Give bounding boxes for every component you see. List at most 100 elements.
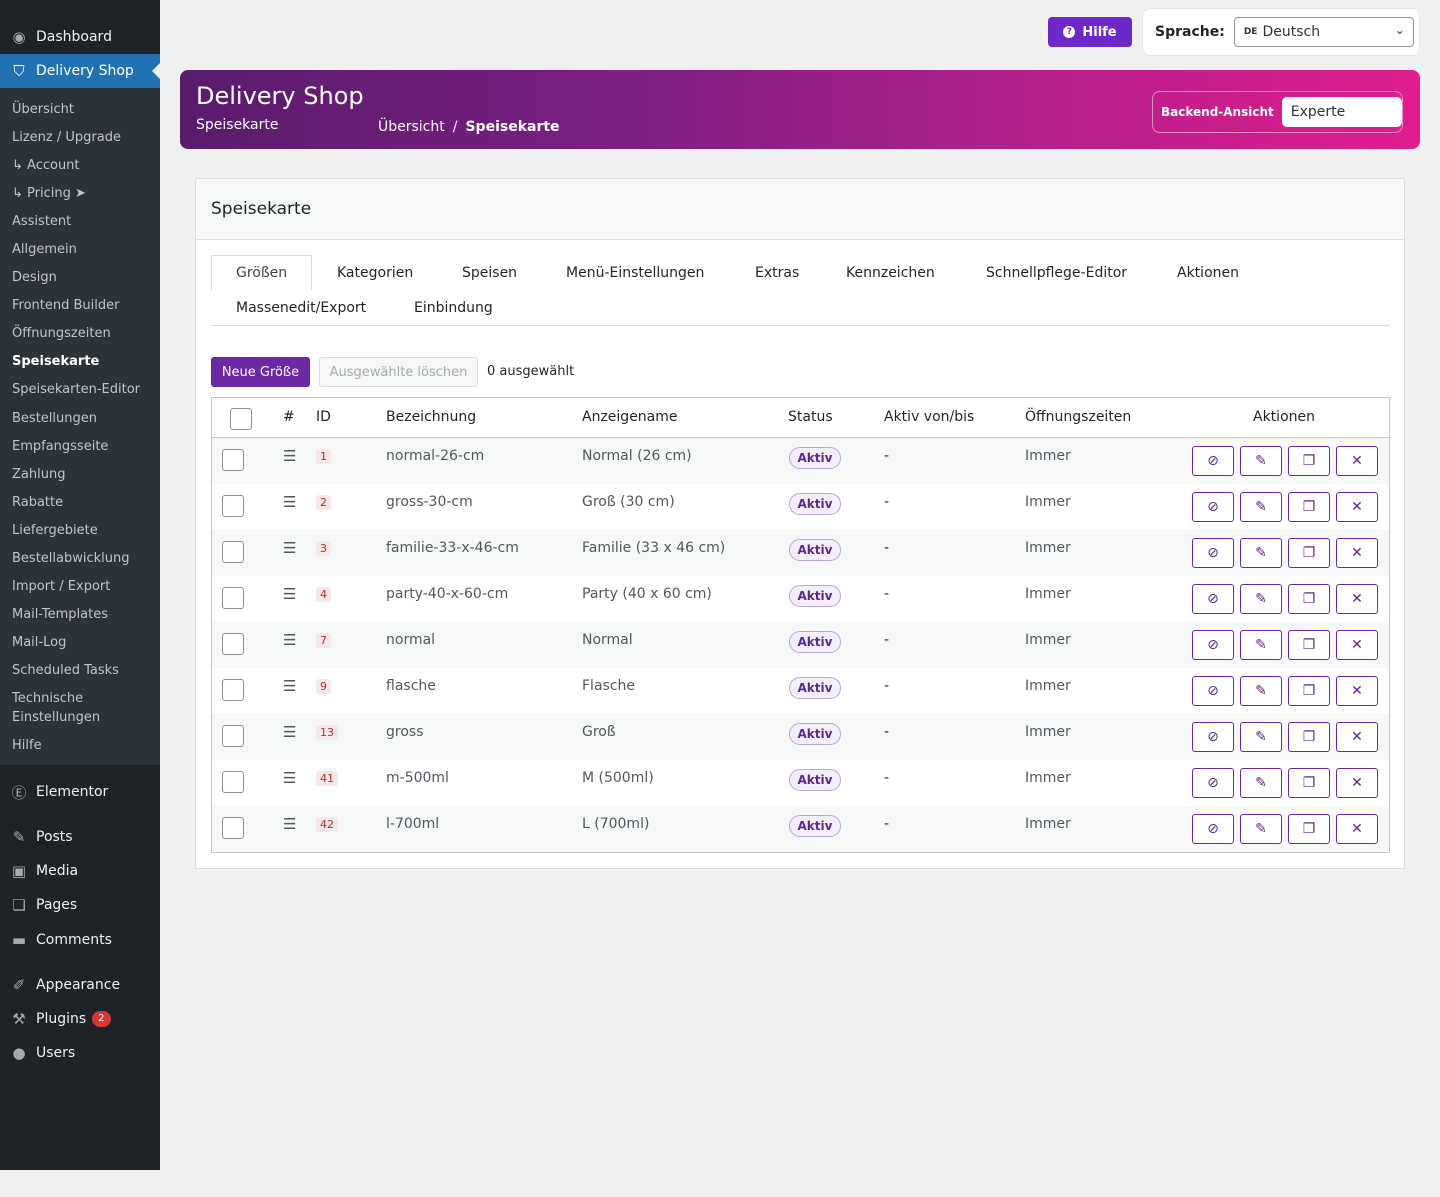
tab-extras[interactable]: Extras — [755, 265, 800, 281]
language-select[interactable]: DE Deutsch ⌄ — [1233, 17, 1414, 47]
edit-button[interactable]: ✎ — [1240, 584, 1282, 614]
row-checkbox[interactable] — [222, 817, 244, 839]
tab-kennzeichen[interactable]: Kennzeichen — [846, 265, 935, 281]
menu-posts[interactable]: ✎ Posts — [0, 820, 160, 854]
row-checkbox[interactable] — [222, 679, 244, 701]
sidebar-item-pricing[interactable]: ↳ Pricing ➤ — [12, 185, 86, 201]
delete-button[interactable]: ✕ — [1336, 538, 1378, 568]
copy-button[interactable]: ❐ — [1288, 492, 1330, 522]
hide-button[interactable]: ⊘ — [1192, 446, 1234, 476]
hide-button[interactable]: ⊘ — [1192, 584, 1234, 614]
sidebar-item-bestellabwicklung[interactable]: Bestellabwicklung — [12, 551, 130, 567]
row-checkbox[interactable] — [222, 725, 244, 747]
edit-button[interactable]: ✎ — [1240, 768, 1282, 798]
edit-button[interactable]: ✎ — [1240, 630, 1282, 660]
menu-elementor[interactable]: Ⓔ Elementor — [0, 775, 160, 809]
menu-appearance[interactable]: ✐ Appearance — [0, 968, 160, 1002]
tab-massenedit-export[interactable]: Massenedit/Export — [236, 300, 367, 316]
column-header-status[interactable]: Status — [788, 409, 833, 425]
tab-kategorien[interactable]: Kategorien — [337, 265, 414, 281]
hide-button[interactable]: ⊘ — [1192, 492, 1234, 522]
delete-button[interactable]: ✕ — [1336, 722, 1378, 752]
tab-einbindung[interactable]: Einbindung — [414, 300, 493, 316]
hide-button[interactable]: ⊘ — [1192, 722, 1234, 752]
edit-button[interactable]: ✎ — [1240, 538, 1282, 568]
hide-button[interactable]: ⊘ — [1192, 814, 1234, 844]
hide-button[interactable]: ⊘ — [1192, 676, 1234, 706]
row-checkbox[interactable] — [222, 541, 244, 563]
row-checkbox[interactable] — [222, 587, 244, 609]
tab-groessen[interactable]: Größen — [211, 255, 313, 291]
sidebar-item-hilfe[interactable]: Hilfe — [12, 737, 42, 753]
help-button[interactable]: ? Hilfe — [1048, 17, 1132, 47]
sidebar-item-assistent[interactable]: Assistent — [12, 213, 72, 229]
tab-speisen[interactable]: Speisen — [462, 265, 518, 281]
drag-handle-icon[interactable]: ☰ — [283, 631, 297, 649]
sidebar-item-mail-templates[interactable]: Mail-Templates — [12, 607, 108, 623]
row-checkbox[interactable] — [222, 495, 244, 517]
column-header-id[interactable]: ID — [316, 409, 331, 425]
edit-button[interactable]: ✎ — [1240, 722, 1282, 752]
column-header-display-name[interactable]: Anzeigename — [582, 409, 678, 425]
menu-dashboard[interactable]: ◉ Dashboard — [0, 20, 160, 54]
tab-menue-einstellungen[interactable]: Menü-Einstellungen — [566, 265, 705, 281]
sidebar-item-speisekarten-editor[interactable]: Speisekarten-Editor — [12, 382, 140, 398]
sidebar-item-öffnungszeiten[interactable]: Öffnungszeiten — [12, 326, 111, 342]
sidebar-item-frontend-builder[interactable]: Frontend Builder — [12, 298, 120, 314]
sidebar-item-empfangsseite[interactable]: Empfangsseite — [12, 438, 109, 454]
drag-handle-icon[interactable]: ☰ — [283, 585, 297, 603]
column-header-name[interactable]: Bezeichnung — [386, 409, 477, 425]
sidebar-item-import-export[interactable]: Import / Export — [12, 579, 111, 595]
drag-handle-icon[interactable]: ☰ — [283, 677, 297, 695]
drag-handle-icon[interactable]: ☰ — [283, 769, 297, 787]
menu-plugins[interactable]: ⚒ Plugins 2 — [0, 1002, 160, 1036]
menu-delivery-shop[interactable]: ⛉ Delivery Shop — [0, 54, 160, 88]
row-checkbox[interactable] — [222, 771, 244, 793]
drag-handle-icon[interactable]: ☰ — [283, 815, 297, 833]
menu-users[interactable]: ● Users — [0, 1036, 160, 1070]
select-all-checkbox[interactable] — [230, 408, 252, 430]
copy-button[interactable]: ❐ — [1288, 538, 1330, 568]
delete-selected-button[interactable]: Ausgewählte löschen — [319, 357, 478, 387]
tab-aktionen[interactable]: Aktionen — [1177, 265, 1239, 281]
hide-button[interactable]: ⊘ — [1192, 538, 1234, 568]
menu-comments[interactable]: ▬ Comments — [0, 923, 160, 957]
tab-schnellpflege-editor[interactable]: Schnellpflege-Editor — [986, 265, 1128, 281]
backend-view-select[interactable]: Experte — [1281, 97, 1402, 127]
sidebar-item-bestellungen[interactable]: Bestellungen — [12, 410, 97, 426]
drag-handle-icon[interactable]: ☰ — [283, 723, 297, 741]
menu-pages[interactable]: ❏ Pages — [0, 888, 160, 922]
sidebar-item-design[interactable]: Design — [12, 270, 57, 286]
copy-button[interactable]: ❐ — [1288, 676, 1330, 706]
hide-button[interactable]: ⊘ — [1192, 630, 1234, 660]
delete-button[interactable]: ✕ — [1336, 492, 1378, 522]
drag-handle-icon[interactable]: ☰ — [283, 493, 297, 511]
sidebar-item-account[interactable]: ↳ Account — [12, 157, 80, 173]
copy-button[interactable]: ❐ — [1288, 630, 1330, 660]
delete-button[interactable]: ✕ — [1336, 630, 1378, 660]
delete-button[interactable]: ✕ — [1336, 814, 1378, 844]
delete-button[interactable]: ✕ — [1336, 584, 1378, 614]
new-size-button[interactable]: Neue Größe — [211, 357, 310, 387]
edit-button[interactable]: ✎ — [1240, 446, 1282, 476]
edit-button[interactable]: ✎ — [1240, 676, 1282, 706]
breadcrumb-link-overview[interactable]: Übersicht — [378, 119, 445, 135]
sidebar-item-lizenz-upgrade[interactable]: Lizenz / Upgrade — [12, 129, 121, 145]
copy-button[interactable]: ❐ — [1288, 446, 1330, 476]
drag-handle-icon[interactable]: ☰ — [283, 539, 297, 557]
hide-button[interactable]: ⊘ — [1192, 768, 1234, 798]
menu-media[interactable]: ▣ Media — [0, 854, 160, 888]
delete-button[interactable]: ✕ — [1336, 446, 1378, 476]
row-checkbox[interactable] — [222, 449, 244, 471]
sidebar-item-mail-log[interactable]: Mail-Log — [12, 635, 67, 651]
sidebar-item-übersicht[interactable]: Übersicht — [12, 101, 74, 117]
copy-button[interactable]: ❐ — [1288, 768, 1330, 798]
sidebar-item-rabatte[interactable]: Rabatte — [12, 494, 64, 510]
sidebar-item-allgemein[interactable]: Allgemein — [12, 242, 77, 258]
drag-handle-icon[interactable]: ☰ — [283, 447, 297, 465]
edit-button[interactable]: ✎ — [1240, 492, 1282, 522]
sidebar-item-technische-einstellungen[interactable]: Technische Einstellungen — [12, 690, 101, 725]
copy-button[interactable]: ❐ — [1288, 584, 1330, 614]
row-checkbox[interactable] — [222, 633, 244, 655]
copy-button[interactable]: ❐ — [1288, 722, 1330, 752]
